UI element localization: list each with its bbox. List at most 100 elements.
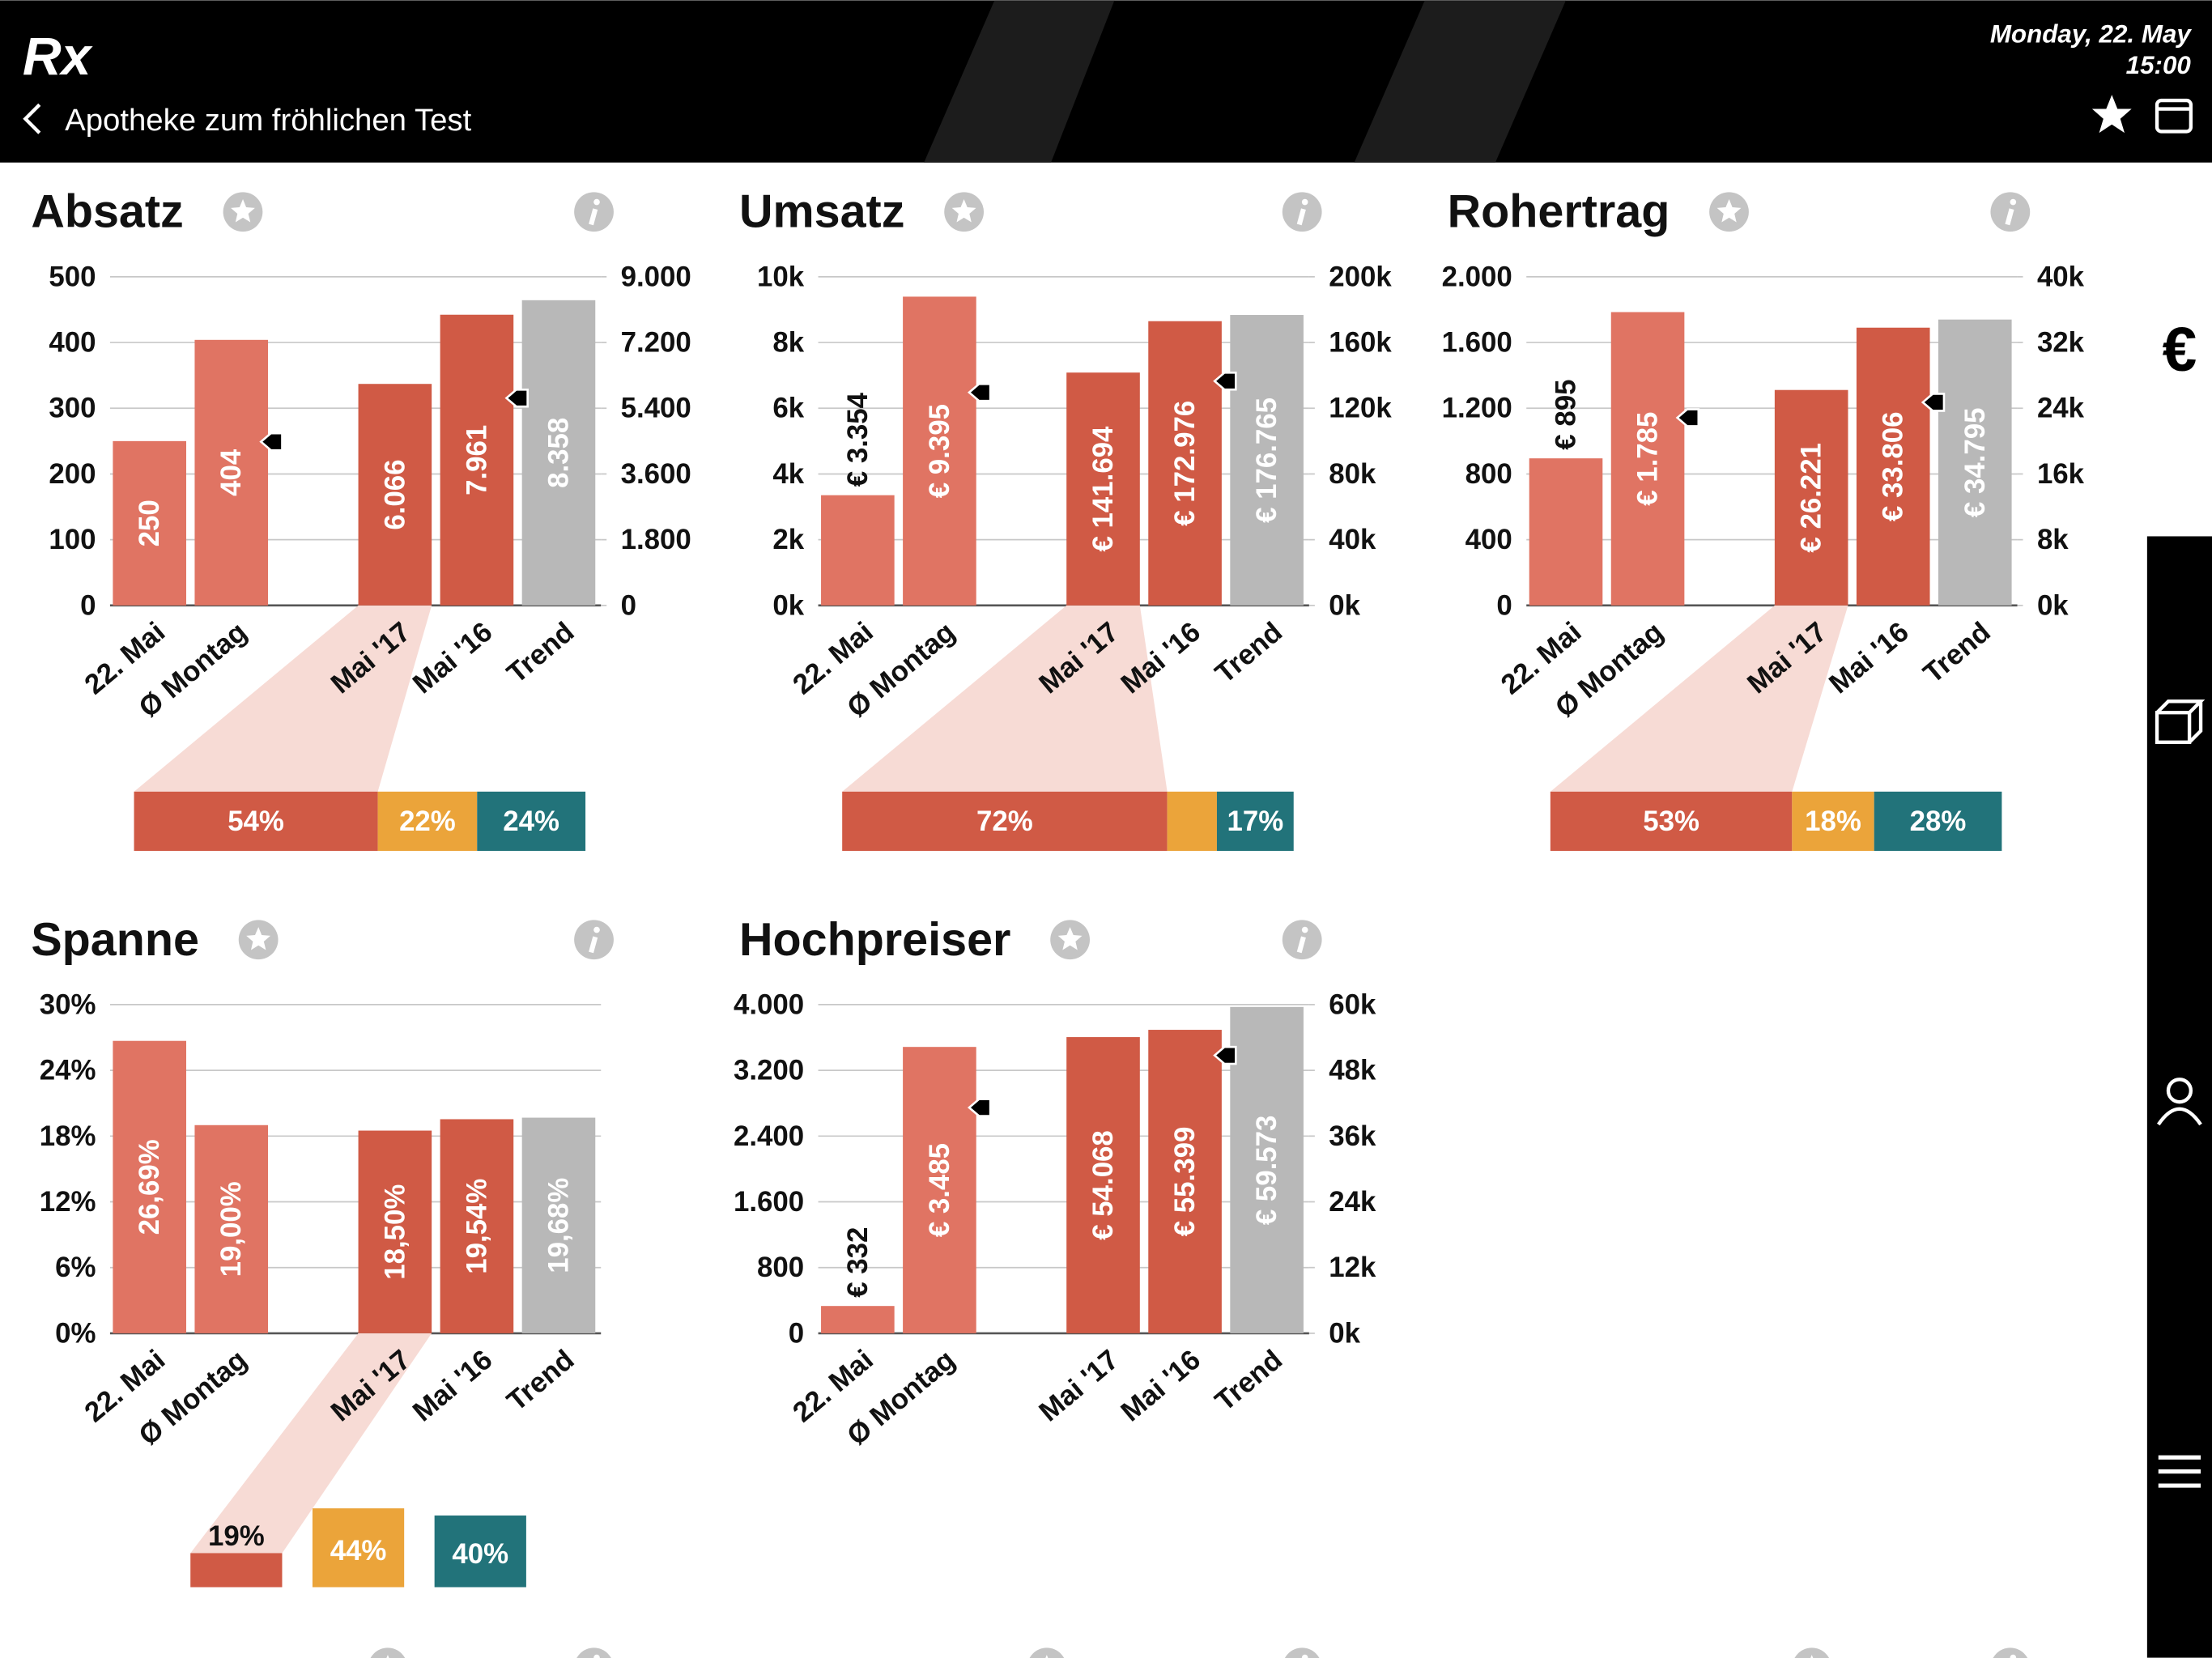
breakdown-label: 19% — [208, 1520, 265, 1552]
y-tick-label: 2.400 — [734, 1120, 804, 1152]
value-label: 7.961 — [461, 425, 492, 495]
value-label: € 34.795 — [1959, 407, 1991, 517]
y2-tick-label: 40k — [1329, 524, 1376, 555]
y-tick-label: 0 — [1496, 589, 1512, 621]
x-tick-label: Trend — [501, 616, 581, 690]
calendar-frame — [2155, 98, 2193, 134]
profile-head — [2166, 1078, 2193, 1104]
value-label: € 895 — [1551, 380, 1582, 450]
panel-title: Hochpreiser — [739, 914, 1010, 966]
value-label: € 176.765 — [1251, 397, 1283, 523]
y-tick-label: 10k — [757, 261, 805, 292]
info-dot — [2010, 198, 2017, 206]
breakdown-segment — [190, 1553, 283, 1588]
y2-tick-label: 7.200 — [621, 327, 691, 359]
package-icon[interactable] — [2155, 699, 2206, 745]
value-label: 250 — [134, 500, 165, 546]
value-label: € 33.806 — [1878, 411, 1909, 521]
reference-marker — [1213, 1045, 1237, 1065]
bar — [1856, 327, 1930, 606]
favorite-star — [231, 199, 255, 223]
y2-tick-label: 0k — [1329, 1317, 1360, 1349]
bar — [903, 1047, 976, 1333]
y2-tick-label: 12k — [1329, 1252, 1376, 1283]
reference-marker — [1921, 393, 1946, 412]
favorites-icon[interactable] — [2091, 95, 2132, 134]
y-tick-label: 2.000 — [1442, 261, 1512, 292]
back-button[interactable] — [23, 103, 41, 134]
bar — [521, 1117, 596, 1333]
breakdown-segment — [434, 1516, 526, 1588]
y2-tick-label: 16k — [2037, 458, 2085, 490]
value-label: 26,69% — [134, 1139, 165, 1235]
bar — [521, 300, 596, 606]
bar — [113, 1040, 186, 1333]
favorite-star — [951, 199, 976, 223]
x-tick-label: Trend — [1209, 616, 1288, 690]
y2-tick-label: 1.800 — [621, 524, 691, 555]
bar — [821, 495, 895, 606]
y2-tick-label: 80k — [1329, 458, 1376, 490]
y-tick-label: 24% — [40, 1055, 96, 1086]
x-tick-label: Trend — [1209, 1344, 1288, 1418]
value-label: 19,54% — [461, 1179, 492, 1274]
y2-tick-label: 24k — [2037, 393, 2085, 424]
header-bar — [0, 0, 2212, 163]
y2-tick-label: 24k — [1329, 1186, 1376, 1218]
bar — [1066, 1037, 1140, 1333]
breakdown-segment — [1792, 791, 1874, 852]
value-label: 404 — [215, 449, 247, 496]
value-label: 6.066 — [379, 459, 410, 529]
x-tick-label: Mai '17 — [1033, 1344, 1125, 1428]
favorite-star — [386, 1655, 389, 1658]
bar — [194, 339, 269, 606]
favorite-button[interactable] — [368, 1647, 408, 1658]
y-tick-label: 12% — [40, 1186, 96, 1218]
menu-icon[interactable] — [2158, 1455, 2201, 1488]
y-tick-label: 2k — [772, 524, 804, 555]
y2-tick-label: 40k — [2037, 261, 2085, 292]
pharmacy-name[interactable]: Apotheke zum fröhlichen Test — [65, 103, 471, 138]
favorite-button[interactable] — [1027, 1647, 1066, 1658]
breakdown-segment — [1874, 791, 2002, 852]
currency-icon[interactable]: € — [2163, 316, 2197, 385]
info-button[interactable] — [574, 1647, 614, 1658]
panel-title: Spanne — [31, 914, 199, 966]
y-tick-label: 1.600 — [734, 1186, 804, 1218]
breakdown-label: 40% — [452, 1538, 508, 1570]
bar — [903, 296, 976, 606]
profile-icon[interactable] — [2156, 1078, 2202, 1126]
calendar-icon[interactable] — [2155, 98, 2193, 134]
value-label: € 55.399 — [1169, 1127, 1201, 1237]
info-button[interactable] — [1990, 1647, 2030, 1658]
info-stem — [589, 208, 598, 226]
favorite-button[interactable] — [1792, 1647, 1831, 1658]
y-tick-label: 6% — [55, 1252, 96, 1283]
bar — [358, 1130, 432, 1333]
info-button[interactable] — [1283, 1647, 1322, 1658]
value-label: € 59.573 — [1251, 1116, 1283, 1226]
y-tick-label: 4k — [772, 458, 804, 490]
bar — [1938, 319, 2012, 606]
breakdown-label: 22% — [399, 806, 456, 837]
y-tick-label: 300 — [49, 393, 96, 424]
value-label: 18,50% — [379, 1184, 410, 1280]
value-label: € 3.354 — [842, 392, 874, 487]
value-label: 19,00% — [215, 1181, 247, 1277]
reference-marker — [259, 432, 283, 452]
breakdown-label: 54% — [228, 806, 284, 837]
bar — [1610, 312, 1685, 606]
y-tick-label: 800 — [1465, 458, 1512, 490]
value-label: € 26.221 — [1796, 443, 1827, 553]
value-label: € 9.395 — [924, 404, 955, 498]
panel-title: Umsatz/Pk. — [739, 1656, 988, 1658]
breakdown-segment — [312, 1508, 405, 1588]
info-dot — [1301, 1654, 1308, 1658]
y2-tick-label: 3.600 — [621, 458, 691, 490]
x-tick-label: Mai '16 — [1115, 1344, 1206, 1428]
favorite-star — [1045, 1655, 1049, 1658]
breakdown-segment — [842, 791, 1168, 852]
bar — [1148, 1030, 1222, 1333]
y-tick-label: 18% — [40, 1120, 96, 1152]
x-tick-label: Trend — [1917, 616, 1997, 690]
